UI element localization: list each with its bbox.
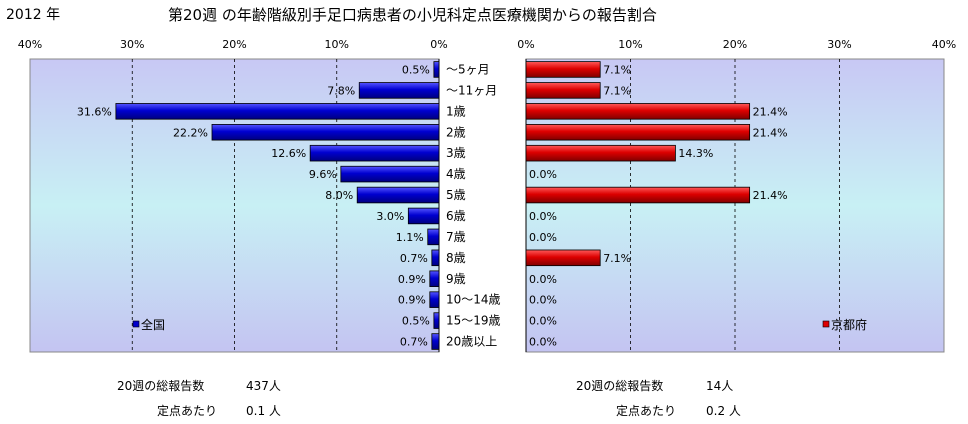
- bar-label-kyoto: 0.0%: [529, 294, 557, 307]
- category-label: 5歳: [446, 188, 466, 202]
- category-label: 4歳: [446, 167, 466, 181]
- bar-label-national: 0.5%: [402, 315, 430, 328]
- category-label: 7歳: [446, 230, 466, 244]
- chart-year: 2012 年: [6, 7, 61, 23]
- bar-label-national: 0.7%: [400, 252, 428, 265]
- legend-swatch-national: [132, 320, 140, 328]
- bar-national: [115, 103, 440, 120]
- bar-label-kyoto: 0.0%: [529, 210, 557, 223]
- bar-label-national: 22.2%: [173, 126, 208, 139]
- category-label: 3歳: [446, 146, 466, 160]
- bar-label-national: 3.0%: [376, 210, 404, 223]
- legend-label-national: 全国: [141, 317, 165, 332]
- kyoto-total-label: 20週の総報告数: [576, 379, 664, 393]
- bar-label-kyoto: 21.4%: [753, 105, 788, 118]
- bar-national: [431, 249, 440, 267]
- category-label: ～5ヶ月: [446, 62, 490, 76]
- bar-kyoto: [525, 103, 751, 120]
- bar-label-national: 0.9%: [398, 273, 426, 286]
- bar-kyoto: [525, 186, 751, 204]
- category-label: 6歳: [446, 209, 466, 223]
- bar-label-kyoto: 7.1%: [603, 63, 631, 76]
- bar-national: [427, 228, 440, 246]
- bar-national: [429, 291, 440, 308]
- category-label: 1歳: [446, 104, 466, 118]
- bar-label-kyoto: 0.0%: [529, 168, 557, 181]
- bar-label-national: 12.6%: [271, 147, 306, 160]
- kyoto-per-label: 定点あたり: [616, 404, 677, 418]
- bar-national: [433, 61, 440, 78]
- bar-national: [211, 124, 440, 141]
- bar-label-national: 0.5%: [402, 63, 430, 76]
- tick-label-left: 20%: [222, 38, 246, 51]
- bar-national: [429, 270, 440, 287]
- bar-label-kyoto: 21.4%: [753, 126, 788, 139]
- bar-label-national: 0.7%: [400, 336, 428, 349]
- bar-label-kyoto: 7.1%: [603, 252, 631, 265]
- bar-national: [433, 312, 440, 329]
- bar-label-kyoto: 14.3%: [678, 147, 713, 160]
- bar-label-national: 7.8%: [327, 84, 355, 97]
- bar-national: [358, 82, 440, 99]
- tick-label-left: 0%: [430, 38, 447, 51]
- category-label: 15～19歳: [446, 314, 501, 328]
- kyoto-total-value: 14人: [706, 379, 734, 393]
- tick-label-left: 30%: [120, 38, 144, 51]
- bar-national: [309, 144, 440, 162]
- tick-label-right: 20%: [723, 38, 747, 51]
- legend-swatch-kyoto: [822, 320, 830, 328]
- bar-label-kyoto: 0.0%: [529, 315, 557, 328]
- category-label: 8歳: [446, 251, 466, 265]
- bar-national: [340, 165, 440, 183]
- category-label: 9歳: [446, 272, 466, 286]
- tick-label-right: 40%: [932, 38, 956, 51]
- tick-label-left: 40%: [18, 38, 42, 51]
- kyoto-per-value: 0.2 人: [706, 404, 741, 418]
- bar-label-kyoto: 21.4%: [753, 189, 788, 202]
- bar-kyoto: [525, 61, 601, 78]
- bar-national: [407, 207, 440, 225]
- bar-label-kyoto: 7.1%: [603, 84, 631, 97]
- category-label: 2歳: [446, 125, 466, 139]
- bar-national: [356, 186, 440, 204]
- bar-label-kyoto: 0.0%: [529, 336, 557, 349]
- category-label: 10～14歳: [446, 293, 501, 307]
- bar-label-national: 9.6%: [309, 168, 337, 181]
- tick-label-right: 0%: [517, 38, 534, 51]
- bar-label-kyoto: 0.0%: [529, 273, 557, 286]
- bar-label-national: 31.6%: [77, 105, 112, 118]
- bar-kyoto: [525, 124, 751, 141]
- tick-label-right: 10%: [618, 38, 642, 51]
- bar-label-national: 1.1%: [396, 231, 424, 244]
- category-label: ～11ヶ月: [446, 83, 497, 97]
- national-per-label: 定点あたり: [157, 404, 218, 418]
- bar-kyoto: [525, 82, 601, 99]
- bar-national: [431, 333, 440, 350]
- national-total-value: 437人: [246, 379, 281, 393]
- bar-label-national: 8.0%: [325, 189, 353, 202]
- tick-label-left: 10%: [325, 38, 349, 51]
- national-total-label: 20週の総報告数: [117, 379, 205, 393]
- legend-label-kyoto: 京都府: [831, 317, 867, 332]
- bar-label-national: 0.9%: [398, 294, 426, 307]
- tick-label-right: 30%: [827, 38, 851, 51]
- chart-title: 第20週 の年齢階級別手足口病患者の小児科定点医療機関からの報告割合: [168, 6, 657, 24]
- national-per-value: 0.1 人: [246, 404, 281, 418]
- bar-kyoto: [525, 144, 676, 162]
- bar-label-kyoto: 0.0%: [529, 231, 557, 244]
- bar-kyoto: [525, 249, 601, 267]
- category-label: 20歳以上: [446, 335, 497, 349]
